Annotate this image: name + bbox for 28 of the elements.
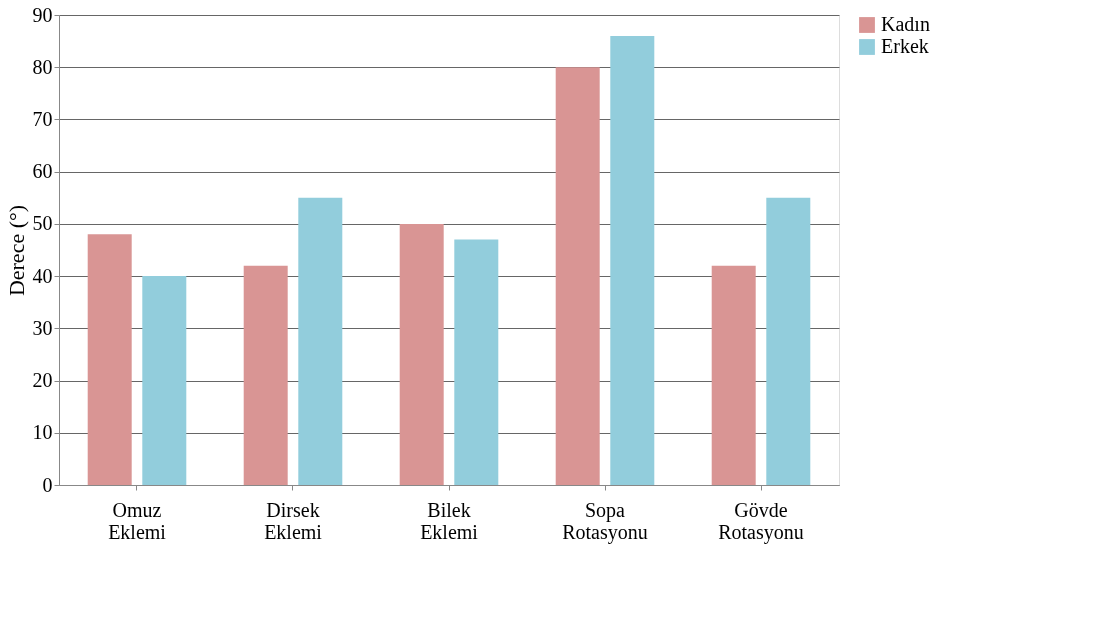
bar <box>142 276 187 485</box>
legend-label: Kadın <box>881 13 930 35</box>
legend-label: Erkek <box>881 35 929 57</box>
y-tick-label: 90 <box>32 3 53 26</box>
x-tick-label: Sopa Rotasyonu <box>562 498 648 544</box>
bar <box>555 67 600 485</box>
bar <box>766 197 811 485</box>
bar <box>454 239 499 485</box>
y-tick-label: 50 <box>32 212 53 235</box>
bar <box>87 234 132 485</box>
bar <box>298 197 343 485</box>
bar <box>711 265 756 485</box>
y-tick-label: 70 <box>32 107 53 130</box>
x-tick-label: Bilek Eklemi <box>420 498 479 543</box>
bar <box>399 223 444 485</box>
y-tick-label: 60 <box>32 160 53 183</box>
y-tick-label: 10 <box>32 421 53 444</box>
bar <box>243 265 288 485</box>
y-tick-label: 20 <box>32 369 53 392</box>
y-tick-label: 30 <box>32 316 53 339</box>
x-tick-label: Omuz Eklemi <box>108 498 167 543</box>
y-axis-title: Derece (°) <box>3 204 29 297</box>
y-tick-label: 80 <box>32 55 53 78</box>
x-tick-label: Dirsek Eklemi <box>264 498 323 543</box>
y-tick-label: 40 <box>32 264 53 287</box>
x-tick-label: Gövde Rotasyonu <box>718 498 804 544</box>
bar <box>610 35 655 485</box>
y-tick-label: 0 <box>42 473 53 496</box>
